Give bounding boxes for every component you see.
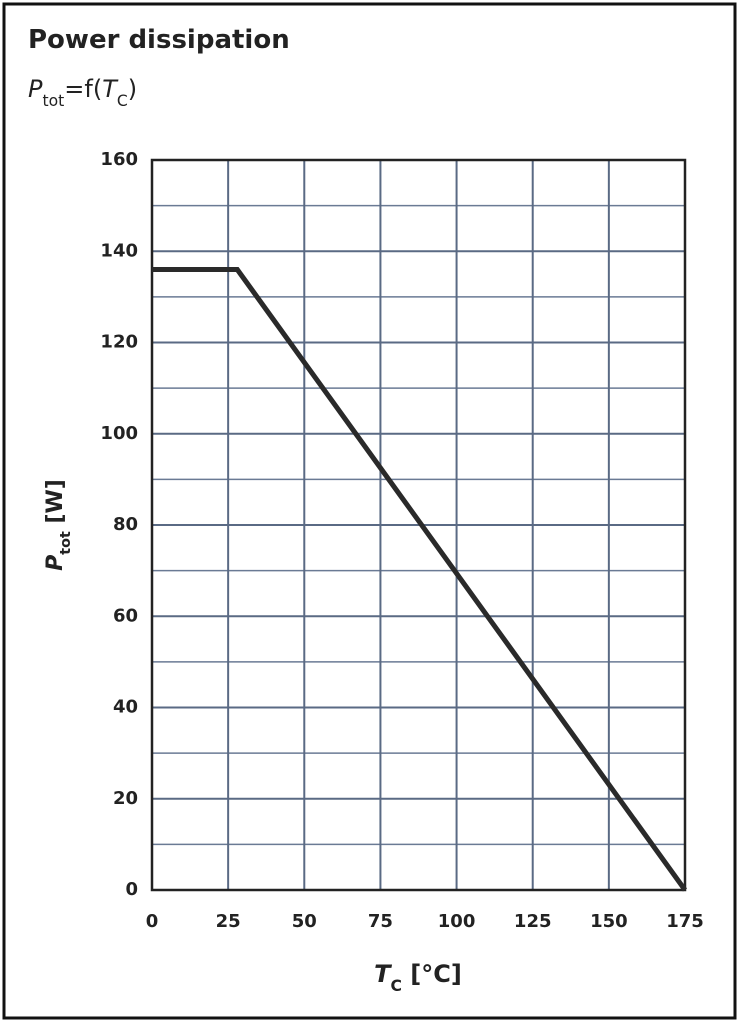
label-part: =f( [64, 75, 102, 103]
y-tick-label: 160 [100, 149, 138, 170]
y-tick-label: 100 [100, 423, 138, 444]
x-axis-label: TC [°C] [374, 960, 462, 995]
label-part: C [391, 977, 402, 995]
x-tick-label: 25 [216, 911, 241, 932]
label-part: P [28, 75, 43, 103]
plot-border [150, 158, 687, 892]
label-part: [W] [43, 479, 68, 531]
chart-title: Power dissipation [28, 25, 290, 55]
label-part: T [102, 75, 119, 103]
y-tick-label: 120 [100, 332, 138, 353]
x-tick-label: 50 [292, 911, 317, 932]
chart-subtitle: Ptot=f(TC) [28, 75, 137, 110]
x-tick-label: 125 [514, 911, 552, 932]
x-tick-label: 75 [368, 911, 393, 932]
label-part: tot [42, 92, 64, 110]
y-tick-label: 0 [125, 879, 138, 900]
label-part: tot [58, 531, 74, 555]
label-part: ) [128, 75, 137, 103]
label-part: P [43, 555, 68, 571]
y-axis-label: Ptot [W] [43, 479, 74, 571]
y-tick-label: 140 [100, 240, 138, 261]
y-tick-label: 40 [113, 697, 138, 718]
x-tick-label: 150 [590, 911, 628, 932]
y-tick-label: 80 [113, 514, 138, 535]
label-part: T [374, 960, 392, 988]
y-tick-label: 20 [113, 788, 138, 809]
y-tick-label: 60 [113, 605, 138, 626]
data-line [152, 267, 688, 892]
x-tick-label: 100 [438, 911, 476, 932]
label-part: [°C] [402, 960, 462, 988]
x-tick-label: 175 [666, 911, 704, 932]
x-tick-label: 0 [146, 911, 159, 932]
label-part: C [117, 92, 128, 110]
